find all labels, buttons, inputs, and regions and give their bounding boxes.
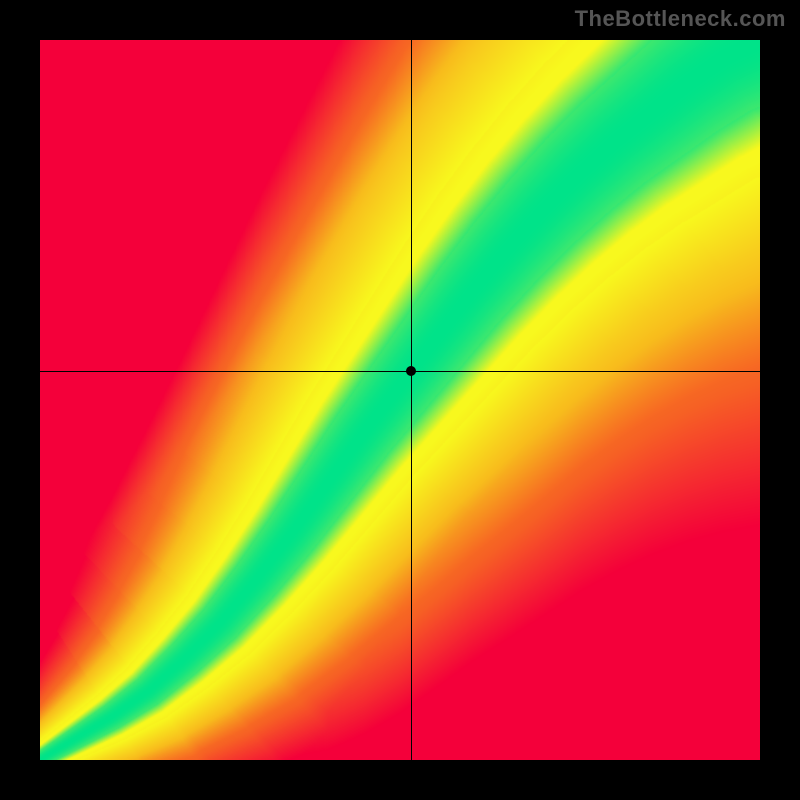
crosshair-vertical bbox=[411, 40, 412, 760]
watermark-text: TheBottleneck.com bbox=[575, 6, 786, 32]
plot-area bbox=[40, 40, 760, 760]
crosshair-horizontal bbox=[40, 371, 760, 372]
heatmap-canvas bbox=[40, 40, 760, 760]
chart-container: TheBottleneck.com bbox=[0, 0, 800, 800]
crosshair-marker bbox=[406, 366, 416, 376]
